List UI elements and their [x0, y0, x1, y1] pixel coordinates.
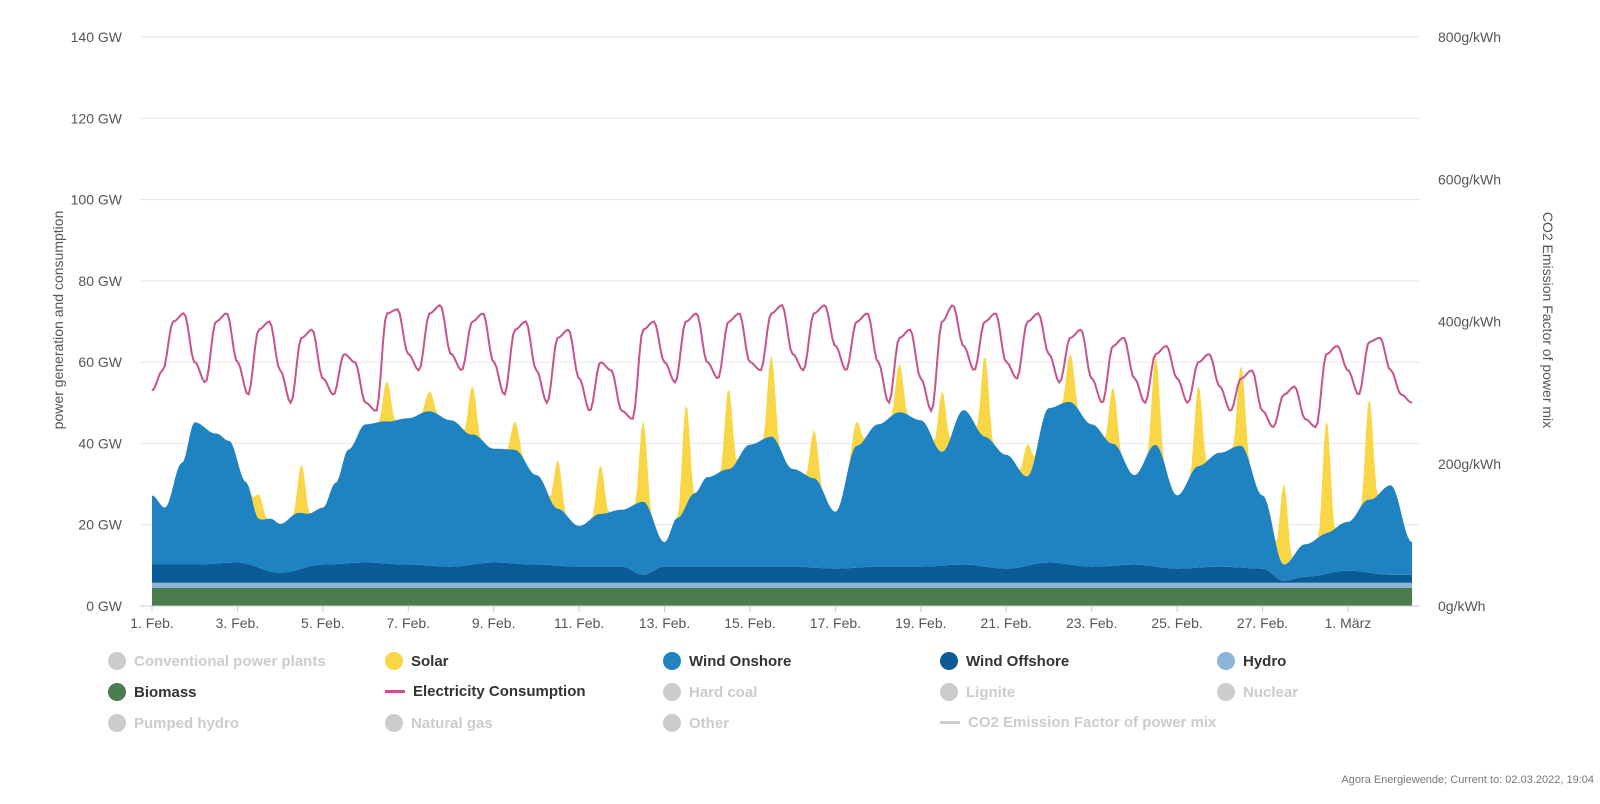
x-axis: 1. Feb. 3. Feb. 5. Feb. 7. Feb. 9. Feb. 11. F…	[130, 605, 1420, 631]
legend-dot-icon	[108, 652, 126, 670]
legend-label: Lignite	[966, 683, 1016, 701]
x-tick-label: 13. Feb.	[639, 615, 690, 631]
x-tick-label: 7. Feb.	[386, 615, 430, 631]
y-right-tick-label: 600g/kWh	[1438, 171, 1501, 187]
y-left-tick-label: 40 GW	[78, 435, 122, 451]
x-tick-label: 19. Feb.	[895, 615, 946, 631]
x-tick-label: 3. Feb.	[216, 615, 260, 631]
legend-dot-icon	[940, 683, 958, 701]
x-tick-label: 9. Feb.	[472, 615, 516, 631]
legend-label: Electricity Consumption	[413, 683, 586, 700]
legend-dot-icon	[385, 652, 403, 670]
line-series	[151, 303, 1413, 429]
legend-label: CO2 Emission Factor of power mix	[968, 714, 1217, 731]
y-right-tick-label: 200g/kWh	[1438, 456, 1501, 472]
stacked-areas	[152, 353, 1412, 606]
area-wind-onshore	[152, 401, 1412, 581]
y-left-tick-label: 20 GW	[78, 517, 122, 533]
legend-label: Biomass	[134, 683, 197, 701]
legend-item-other[interactable]: Other	[663, 714, 729, 732]
legend-item-co2-emission-factor-of-power-mix[interactable]: CO2 Emission Factor of power mix	[940, 714, 1216, 731]
y-left-tick-label: 60 GW	[78, 354, 122, 370]
x-tick-label: 23. Feb.	[1066, 615, 1117, 631]
area-solar	[152, 353, 1412, 565]
y-left-tick-label: 0 GW	[86, 598, 123, 614]
legend-dot-icon	[108, 683, 126, 701]
x-tick-label: 21. Feb.	[981, 615, 1032, 631]
legend-dot-icon	[1217, 683, 1235, 701]
legend-item-hydro[interactable]: Hydro	[1217, 652, 1286, 670]
legend-item-conventional-power-plants[interactable]: Conventional power plants	[108, 652, 326, 670]
legend-item-biomass[interactable]: Biomass	[108, 683, 197, 701]
legend-label: Nuclear	[1243, 683, 1299, 701]
x-tick-label: 17. Feb.	[810, 615, 861, 631]
y-axis-right-title: CO2 Emission Factor of power mix	[1540, 212, 1556, 428]
legend-label: Solar	[411, 652, 449, 670]
legend-item-wind-onshore[interactable]: Wind Onshore	[663, 652, 791, 670]
y-right-tick-label: 0g/kWh	[1438, 598, 1485, 614]
legend-item-nuclear[interactable]: Nuclear	[1217, 683, 1298, 701]
legend-line-icon	[385, 690, 405, 693]
legend-item-wind-offshore[interactable]: Wind Offshore	[940, 652, 1069, 670]
y-axis-left: 0 GW 20 GW 40 GW 60 GW 80 GW 100 GW 120 GW 140 …	[71, 29, 123, 614]
area-biomass	[152, 587, 1412, 606]
x-tick-label: 25. Feb.	[1151, 615, 1202, 631]
legend-dot-icon	[108, 714, 126, 732]
line-electricity-consumption	[151, 303, 1413, 429]
y-right-tick-label: 400g/kWh	[1438, 314, 1501, 330]
y-left-tick-label: 120 GW	[71, 110, 123, 126]
legend-label: Pumped hydro	[134, 714, 240, 732]
legend-dot-icon	[385, 714, 403, 732]
legend-item-solar[interactable]: Solar	[385, 652, 449, 670]
y-right-tick-label: 800g/kWh	[1438, 29, 1501, 45]
legend-label: Wind Offshore	[966, 652, 1070, 670]
legend-item-pumped-hydro[interactable]: Pumped hydro	[108, 714, 239, 732]
area-wind-offshore	[152, 562, 1412, 583]
legend-label: Conventional power plants	[134, 652, 326, 670]
area-hydro	[152, 582, 1412, 588]
y-left-tick-label: 100 GW	[71, 192, 123, 208]
legend-dot-icon	[663, 683, 681, 701]
legend-item-natural-gas[interactable]: Natural gas	[385, 714, 493, 732]
legend-label: Wind Onshore	[689, 652, 792, 670]
x-tick-label: 15. Feb.	[724, 615, 775, 631]
x-tick-label: 11. Feb.	[554, 615, 604, 631]
legend-label: Hard coal	[689, 683, 758, 701]
x-tick-label: 5. Feb.	[301, 615, 345, 631]
y-left-tick-label: 140 GW	[71, 29, 123, 45]
legend-label: Hydro	[1243, 652, 1287, 670]
x-tick-label: 27. Feb.	[1237, 615, 1288, 631]
legend-item-electricity-consumption[interactable]: Electricity Consumption	[385, 683, 586, 700]
x-tick-label: 1. März	[1325, 615, 1372, 631]
y-left-tick-label: 80 GW	[78, 273, 122, 289]
credit-text: Agora Energiewende; Current to: 02.03.20…	[1341, 774, 1594, 786]
legend-label: Other	[689, 714, 730, 732]
y-axis-right: 0g/kWh 200g/kWh 400g/kWh 600g/kWh 800g/kWh	[1438, 29, 1501, 614]
legend-line-icon	[940, 721, 960, 724]
legend-item-hard-coal[interactable]: Hard coal	[663, 683, 757, 701]
legend-label: Natural gas	[411, 714, 493, 732]
legend-dot-icon	[663, 652, 681, 670]
legend-dot-icon	[1217, 652, 1235, 670]
legend-dot-icon	[940, 652, 958, 670]
x-tick-label: 1. Feb.	[130, 615, 174, 631]
legend-dot-icon	[663, 714, 681, 732]
legend-item-lignite[interactable]: Lignite	[940, 683, 1015, 701]
y-axis-left-title: power generation and consumption	[50, 211, 66, 430]
